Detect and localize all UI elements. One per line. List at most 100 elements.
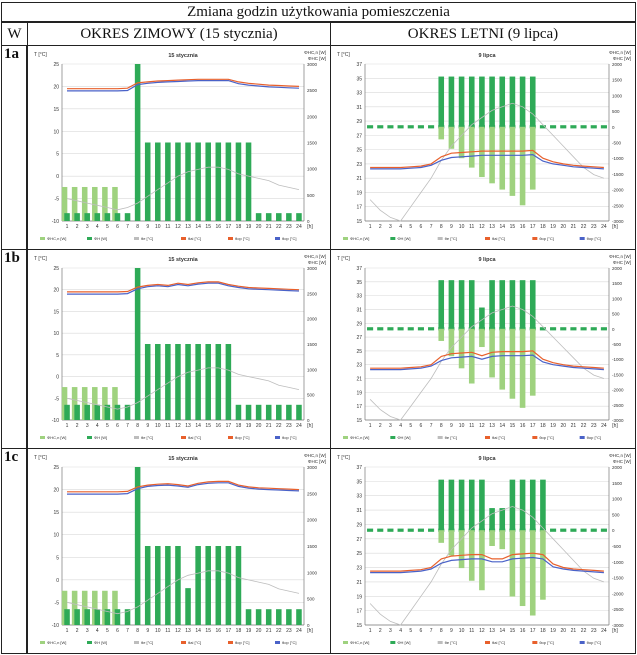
y-tick-label: 25 <box>356 349 362 355</box>
bar <box>195 142 201 221</box>
y-tick-label: 20 <box>53 288 59 294</box>
bar <box>124 404 131 420</box>
y2-tick-label: 2500 <box>307 88 318 93</box>
y2-tick-label: 3000 <box>307 465 318 470</box>
y2-tick-label: -3000 <box>612 418 624 423</box>
y-axis-label: T [°C] <box>337 455 350 461</box>
bar <box>509 479 516 531</box>
x-tick-label: 4 <box>399 224 402 230</box>
y-tick-label: 10 <box>53 129 59 135</box>
bar <box>165 344 171 420</box>
y-tick-label: 10 <box>53 533 59 539</box>
legend-entry: θop [°C] <box>587 435 602 440</box>
legend-entry: θe [°C] <box>445 435 457 440</box>
bar <box>235 546 242 625</box>
x-tick-label: 12 <box>175 423 181 429</box>
x-tick-label: 6 <box>116 628 119 634</box>
chart-title: 9 lipca <box>478 456 496 462</box>
legend-swatch <box>275 436 280 439</box>
winter-header: OKRES ZIMOWY (15 stycznia) <box>27 22 331 46</box>
y2-tick-label: 0 <box>612 125 615 130</box>
summer-header: OKRES LETNI (9 lipca) <box>330 22 636 46</box>
dash-mark <box>570 327 577 331</box>
x-tick-label: 24 <box>296 423 302 429</box>
y-tick-label: 25 <box>356 551 362 557</box>
bar <box>255 404 262 420</box>
y2-tick-label: 2000 <box>307 317 318 322</box>
y2-tick-label: 1500 <box>307 141 318 146</box>
y2-tick-label: -3000 <box>612 623 624 628</box>
x-tick-label: 17 <box>226 224 232 230</box>
bar <box>92 590 98 625</box>
series-line <box>370 149 604 169</box>
y2-tick-label: 2000 <box>612 465 623 470</box>
bar <box>205 344 211 420</box>
bar <box>64 404 70 420</box>
y2-tick-label: 2500 <box>307 291 318 296</box>
bar <box>448 328 455 357</box>
y-tick-label: 37 <box>356 266 362 272</box>
legend-swatch <box>485 641 490 644</box>
legend-entry: θop [°C] <box>587 640 602 645</box>
bar <box>448 76 455 127</box>
bar <box>479 76 485 127</box>
dash-mark <box>570 125 577 129</box>
x-tick-label: 15 <box>510 224 516 230</box>
bar <box>458 328 465 369</box>
bar <box>519 126 526 206</box>
bar <box>519 328 526 408</box>
x-tick-label: 13 <box>489 628 495 634</box>
legend-entry: θop [°C] <box>235 236 250 241</box>
bar <box>81 387 88 420</box>
bar <box>296 404 302 420</box>
x-tick-label: 5 <box>106 224 109 230</box>
y-tick-label: 20 <box>53 488 59 494</box>
chart-1a-summer: 9 lipca T [°C] ΦHC,n [W] ΦHC [W] 15 17 19 21 23 2… <box>330 45 636 250</box>
x-tick-label: 17 <box>226 423 232 429</box>
series-line <box>67 78 300 90</box>
bar <box>84 609 90 625</box>
legend-entry: θop [°C] <box>235 435 250 440</box>
bar <box>519 280 526 329</box>
bar <box>499 530 506 550</box>
legend-entry: θop [°C] <box>587 236 602 241</box>
y-axis-label: T [°C] <box>34 455 47 461</box>
legend-swatch <box>181 237 186 240</box>
legend-swatch <box>275 237 280 240</box>
x-tick-label: 10 <box>459 628 465 634</box>
bar <box>71 186 78 221</box>
series-line <box>66 367 300 410</box>
y2-tick-label: 1500 <box>307 342 318 347</box>
x-tick-label: 24 <box>601 423 607 429</box>
x-tick-label: 2 <box>379 628 382 634</box>
bar <box>61 387 68 420</box>
y-tick-label: 10 <box>53 331 59 337</box>
y-tick-label: 25 <box>53 266 59 272</box>
y-tick-label: 27 <box>356 537 362 543</box>
legend-entry: ΦHC,n [W] <box>350 435 369 440</box>
y2-axis-label: ΦHC,n [W] <box>304 254 326 259</box>
legend-swatch <box>532 641 538 644</box>
series-line <box>370 350 604 369</box>
dash-mark <box>570 528 577 532</box>
x-tick-label: 23 <box>591 423 597 429</box>
bar <box>448 280 455 329</box>
x-tick-label: 8 <box>136 224 139 230</box>
x-tick-label: 20 <box>560 628 566 634</box>
bar <box>509 530 516 597</box>
dash-mark <box>560 125 567 129</box>
x-tick-label: 23 <box>286 423 292 429</box>
x-tick-label: 6 <box>420 224 423 230</box>
x-tick-label: 14 <box>195 224 201 230</box>
bar <box>94 404 101 420</box>
y2-axis-label: ΦHC,n [W] <box>609 50 631 55</box>
x-tick-label: 14 <box>499 628 505 634</box>
chart-title: 15 stycznia <box>168 257 198 263</box>
bar <box>458 530 465 569</box>
x-tick-label: 15 <box>205 423 211 429</box>
y2-tick-label: 500 <box>612 109 620 114</box>
legend-entry: ΦHC,n [W] <box>47 236 66 241</box>
x-tick-label: 14 <box>195 423 201 429</box>
